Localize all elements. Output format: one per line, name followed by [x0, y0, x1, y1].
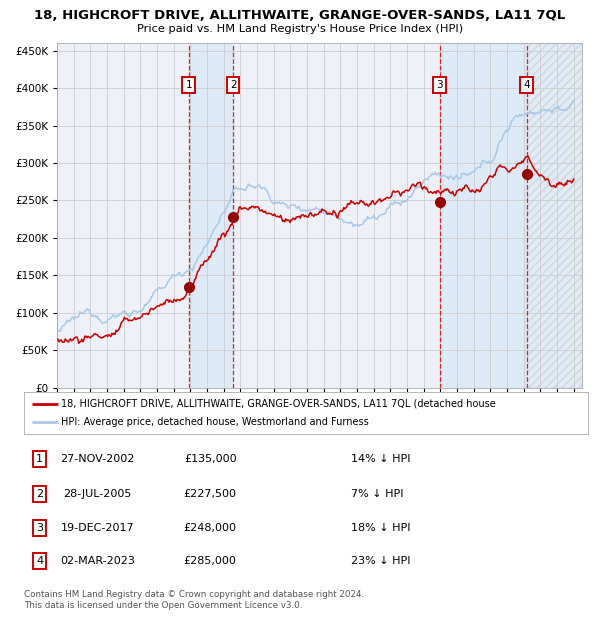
Text: 18, HIGHCROFT DRIVE, ALLITHWAITE, GRANGE-OVER-SANDS, LA11 7QL: 18, HIGHCROFT DRIVE, ALLITHWAITE, GRANGE… [34, 9, 566, 22]
Text: 02-MAR-2023: 02-MAR-2023 [60, 556, 135, 566]
Text: 18% ↓ HPI: 18% ↓ HPI [351, 523, 410, 533]
Bar [440, 43, 526, 388]
Text: 7% ↓ HPI: 7% ↓ HPI [351, 489, 404, 499]
Text: 4: 4 [523, 80, 530, 90]
Text: 23% ↓ HPI: 23% ↓ HPI [351, 556, 410, 566]
Text: 3: 3 [36, 523, 43, 533]
Text: 1: 1 [185, 80, 192, 90]
Text: Price paid vs. HM Land Registry's House Price Index (HPI): Price paid vs. HM Land Registry's House … [137, 24, 463, 33]
Text: HPI: Average price, detached house, Westmorland and Furness: HPI: Average price, detached house, West… [61, 417, 368, 427]
Text: £227,500: £227,500 [184, 489, 236, 499]
Bar [188, 43, 233, 388]
Text: 19-DEC-2017: 19-DEC-2017 [61, 523, 134, 533]
Text: 2: 2 [36, 489, 43, 499]
Text: £285,000: £285,000 [184, 556, 236, 566]
Text: Contains HM Land Registry data © Crown copyright and database right 2024.
This d: Contains HM Land Registry data © Crown c… [24, 590, 364, 609]
Text: 14% ↓ HPI: 14% ↓ HPI [351, 454, 410, 464]
Text: 3: 3 [436, 80, 443, 90]
Text: 28-JUL-2005: 28-JUL-2005 [63, 489, 131, 499]
Text: 27-NOV-2002: 27-NOV-2002 [60, 454, 134, 464]
Text: 18, HIGHCROFT DRIVE, ALLITHWAITE, GRANGE-OVER-SANDS, LA11 7QL (detached house: 18, HIGHCROFT DRIVE, ALLITHWAITE, GRANGE… [61, 399, 496, 409]
Text: 1: 1 [36, 454, 43, 464]
Text: £248,000: £248,000 [184, 523, 236, 533]
Text: 2: 2 [230, 80, 236, 90]
Text: £135,000: £135,000 [184, 454, 236, 464]
Text: 4: 4 [36, 556, 43, 566]
Bar [527, 43, 582, 388]
